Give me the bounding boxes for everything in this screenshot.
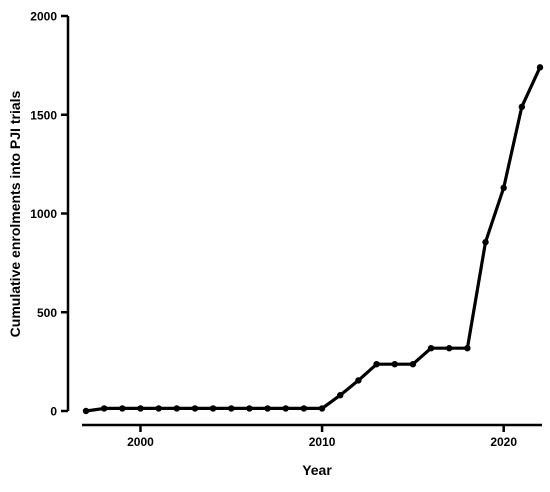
y-tick-label: 2000 bbox=[30, 10, 57, 24]
series-line bbox=[84, 65, 542, 413]
y-tick-label: 1000 bbox=[30, 207, 57, 221]
data-point bbox=[246, 405, 253, 412]
data-point bbox=[173, 405, 180, 412]
data-point bbox=[191, 405, 199, 412]
ticks: 0 500 1000 1500 2000 2000 2010 2020 bbox=[30, 10, 517, 450]
data-point bbox=[373, 360, 380, 368]
data-point bbox=[155, 405, 162, 412]
axes bbox=[66, 16, 542, 427]
x-axis-title: Year bbox=[302, 462, 332, 478]
data-point bbox=[119, 405, 126, 412]
data-point bbox=[482, 238, 489, 246]
x-tick-label: 2010 bbox=[309, 435, 336, 449]
data-point bbox=[391, 360, 398, 368]
y-axis-title: Cumulative enrolments into PJI trials bbox=[7, 90, 23, 337]
data-point bbox=[82, 407, 90, 415]
y-tick-label: 0 bbox=[50, 405, 57, 419]
data-point bbox=[409, 360, 417, 368]
data-point bbox=[264, 405, 271, 412]
data-point bbox=[228, 405, 235, 412]
data-point bbox=[137, 405, 144, 412]
data-point bbox=[355, 377, 362, 384]
data-point bbox=[500, 184, 507, 192]
data-point bbox=[300, 405, 308, 412]
data-point bbox=[427, 344, 435, 352]
x-tick-label: 2000 bbox=[127, 435, 154, 449]
data-point bbox=[446, 344, 453, 352]
data-point bbox=[337, 392, 344, 399]
data-point bbox=[100, 405, 108, 412]
data-point bbox=[282, 405, 289, 412]
data-point bbox=[464, 344, 471, 352]
data-point bbox=[209, 405, 217, 412]
x-tick-label: 2020 bbox=[490, 435, 517, 449]
data-point bbox=[318, 405, 326, 412]
data-point bbox=[536, 64, 544, 71]
data-point bbox=[518, 103, 526, 111]
y-tick-label: 1500 bbox=[30, 108, 57, 122]
data-marks bbox=[82, 64, 544, 415]
y-tick-label: 500 bbox=[37, 306, 57, 320]
